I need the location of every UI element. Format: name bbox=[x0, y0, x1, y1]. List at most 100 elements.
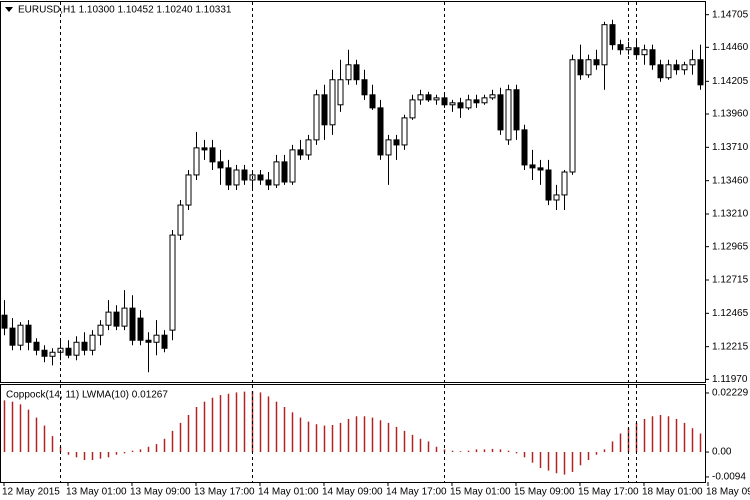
candle-body bbox=[265, 179, 272, 186]
y-tick-label: 1.14460 bbox=[712, 42, 749, 53]
x-tick-label: 12 May 2015 bbox=[2, 487, 60, 498]
candle-body bbox=[561, 171, 568, 196]
candle-body bbox=[465, 99, 472, 109]
candle-body bbox=[497, 94, 504, 131]
candle-body bbox=[537, 167, 544, 171]
candle-body bbox=[89, 334, 96, 351]
y-tick-label: 1.12715 bbox=[712, 275, 749, 286]
indicator-area bbox=[3, 385, 702, 482]
candle-body bbox=[657, 64, 664, 79]
candle-body bbox=[177, 204, 184, 236]
candle-body bbox=[401, 117, 408, 146]
candle-body bbox=[145, 339, 152, 343]
y-tick-label: 0.00 bbox=[712, 447, 732, 458]
axes: 1.14705 1.14460 1.14205 1.13960 1.13710 1.134… bbox=[2, 9, 750, 497]
chart-title: EURUSD,H1 1.10300 1.10452 1.10240 1.1033… bbox=[18, 5, 232, 16]
candle-body bbox=[185, 174, 192, 206]
candle-body bbox=[673, 64, 680, 71]
candle-body bbox=[9, 327, 16, 346]
candle-body bbox=[41, 349, 48, 357]
x-tick-label: 14 May 09:00 bbox=[322, 487, 383, 498]
candle-body bbox=[129, 307, 136, 341]
candle-body bbox=[409, 99, 416, 119]
candle-body bbox=[121, 307, 128, 327]
y-tick-label: 1.13960 bbox=[712, 109, 749, 120]
y-tick-label: 1.12965 bbox=[712, 241, 749, 252]
x-tick-label: 15 May 17:00 bbox=[578, 487, 639, 498]
candle-body bbox=[617, 44, 624, 51]
candle-body bbox=[609, 24, 616, 46]
candle-body bbox=[697, 59, 704, 86]
candle-body bbox=[689, 59, 696, 66]
candle-body bbox=[137, 317, 144, 341]
candle-body bbox=[505, 89, 512, 141]
candle-body bbox=[425, 94, 432, 101]
candle-body bbox=[553, 194, 560, 201]
candle-body bbox=[585, 59, 592, 76]
candle-body bbox=[257, 174, 264, 181]
candle-body bbox=[97, 324, 104, 336]
candle-body bbox=[73, 341, 80, 356]
candle-body bbox=[17, 324, 24, 346]
candle-body bbox=[601, 24, 608, 66]
candle-body bbox=[353, 64, 360, 81]
candle-body bbox=[105, 311, 112, 326]
candle-body bbox=[1, 314, 8, 329]
candle-body bbox=[369, 94, 376, 109]
candle-body bbox=[33, 341, 40, 351]
candle-body bbox=[313, 94, 320, 141]
candle-body bbox=[305, 139, 312, 156]
x-tick-label: 18 May 01:00 bbox=[642, 487, 703, 498]
candle-body bbox=[417, 94, 424, 101]
candle-body bbox=[193, 147, 200, 176]
indicator-panel bbox=[0, 384, 706, 483]
candle-body bbox=[329, 79, 336, 126]
y-tick-label: 1.11970 bbox=[712, 374, 748, 385]
candle-body bbox=[81, 341, 88, 351]
candle-body bbox=[289, 149, 296, 183]
candle-body bbox=[169, 234, 176, 331]
candle-body bbox=[529, 164, 536, 169]
candle-body bbox=[625, 47, 632, 51]
candle-body bbox=[65, 347, 72, 356]
candle-body bbox=[649, 49, 656, 66]
candle-body bbox=[225, 167, 232, 186]
price-area bbox=[1, 2, 704, 382]
candle-body bbox=[473, 99, 480, 104]
indicator-title: Coppock(14, 11) LWMA(10) 0.01267 bbox=[6, 390, 168, 401]
y-tick-label: 0.02229 bbox=[712, 388, 749, 399]
y-tick-label: 1.13460 bbox=[712, 175, 749, 186]
candle-body bbox=[641, 49, 648, 56]
candle-body bbox=[233, 169, 240, 186]
candle-body bbox=[361, 79, 368, 96]
y-tick-label: 1.12465 bbox=[712, 308, 749, 319]
candle-body bbox=[25, 324, 32, 343]
candle-body bbox=[593, 59, 600, 66]
candle-body bbox=[665, 64, 672, 79]
candle-body bbox=[281, 161, 288, 183]
x-tick-label: 13 May 09:00 bbox=[130, 487, 191, 498]
candle-body bbox=[113, 311, 120, 327]
candle-body bbox=[153, 334, 160, 343]
x-tick-label: 13 May 01:00 bbox=[66, 487, 127, 498]
candle-body bbox=[273, 161, 280, 186]
candle-body bbox=[577, 59, 584, 76]
x-tick-label: 14 May 01:00 bbox=[258, 487, 319, 498]
title-arrow bbox=[5, 7, 13, 12]
candle-body bbox=[513, 89, 520, 131]
candle-body bbox=[297, 149, 304, 156]
candle-body bbox=[449, 102, 456, 106]
x-tick-label: 15 May 01:00 bbox=[450, 487, 511, 498]
candle-body bbox=[49, 351, 56, 357]
candle-body bbox=[681, 64, 688, 71]
candle-body bbox=[345, 64, 352, 81]
candle-body bbox=[377, 107, 384, 156]
candle-body bbox=[241, 169, 248, 181]
x-tick-label: 13 May 17:00 bbox=[194, 487, 255, 498]
candle-body bbox=[433, 97, 440, 101]
candle-body bbox=[209, 147, 216, 163]
y-tick-label: -0.0094 bbox=[712, 472, 746, 483]
y-tick-label: 1.14205 bbox=[712, 76, 749, 87]
candle-body bbox=[161, 334, 168, 349]
candle-body bbox=[545, 169, 552, 201]
